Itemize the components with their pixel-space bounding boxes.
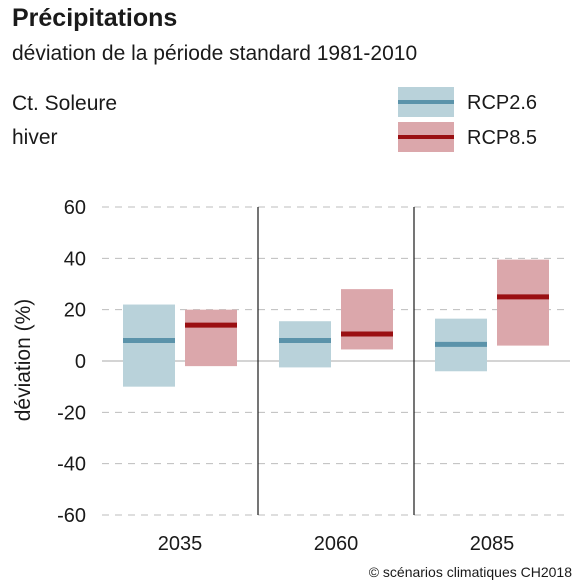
y-tick-label: 60 [64, 197, 86, 219]
x-tick-label: 2060 [314, 533, 359, 555]
y-tick-label: -20 [57, 402, 86, 424]
gridlines [102, 206, 570, 516]
y-tick-label: -40 [57, 454, 86, 476]
y-tick-label: 0 [75, 351, 86, 373]
y-tick-labels: 60 40 20 0 -20 -40 -60 [57, 197, 86, 527]
y-tick-label: 20 [64, 300, 86, 322]
legend-label: RCP8.5 [467, 127, 537, 149]
range-box-rcp26-2035 [123, 304, 175, 387]
source-credit: © scénarios climatiques CH2018 [368, 564, 572, 580]
season-label: hiver [12, 126, 58, 149]
chart-subtitle: déviation de la période standard 1981-20… [12, 42, 418, 65]
x-tick-labels: 2035 2060 2085 [158, 533, 515, 555]
y-axis-label: déviation (%) [12, 299, 35, 422]
legend-label: RCP2.6 [467, 92, 537, 114]
chart-title: Précipitations [12, 4, 178, 32]
range-box-rcp85-2085 [497, 259, 549, 346]
x-tick-label: 2035 [158, 533, 203, 555]
region-label: Ct. Soleure [12, 92, 118, 115]
legend: RCP2.6 RCP8.5 [398, 87, 537, 152]
period-separators [257, 207, 415, 515]
range-box-rcp85-2060 [341, 289, 393, 350]
x-tick-label: 2085 [470, 533, 515, 555]
range-box-rcp85-2035 [185, 309, 237, 367]
y-tick-label: 40 [64, 248, 86, 270]
range-box-rcp26-2060 [279, 321, 331, 368]
range-boxes [123, 259, 549, 387]
y-tick-label: -60 [57, 505, 86, 527]
